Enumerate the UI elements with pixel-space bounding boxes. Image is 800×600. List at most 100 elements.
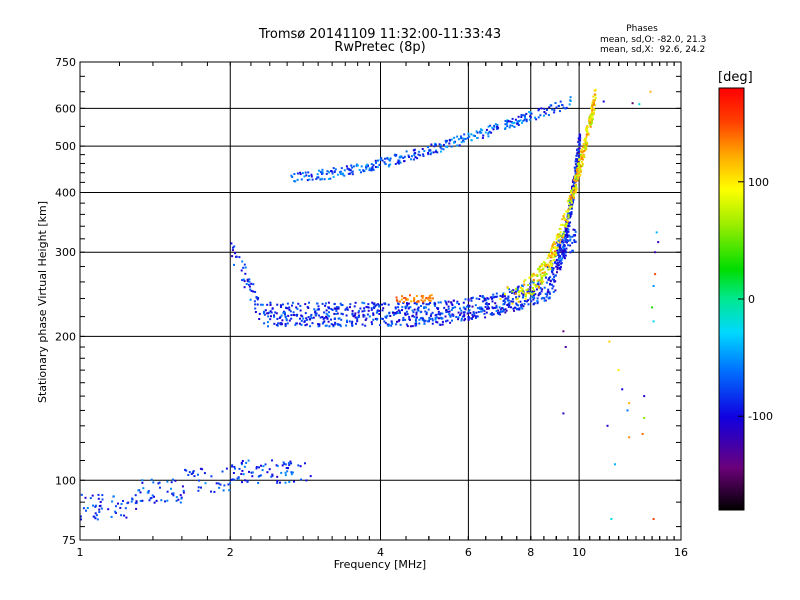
data-point xyxy=(92,515,95,518)
data-point xyxy=(491,297,493,300)
data-point xyxy=(593,89,596,92)
chart-subtitle: RwPretec (8p) xyxy=(334,40,426,55)
data-point xyxy=(429,294,431,297)
data-point xyxy=(529,297,532,300)
data-point xyxy=(529,115,532,118)
data-point xyxy=(397,306,400,309)
data-point xyxy=(578,158,581,161)
data-point xyxy=(493,126,496,129)
data-point xyxy=(559,231,562,234)
data-point xyxy=(311,322,314,325)
data-point xyxy=(378,313,381,315)
data-point xyxy=(522,291,525,294)
data-point xyxy=(233,466,236,468)
data-point xyxy=(258,475,261,477)
data-point xyxy=(248,285,251,288)
data-point xyxy=(393,153,396,156)
data-point xyxy=(409,294,411,297)
data-point xyxy=(448,310,451,313)
x-tick-label: 16 xyxy=(674,546,688,559)
data-point xyxy=(256,303,259,306)
data-point xyxy=(569,221,572,224)
data-point xyxy=(463,307,466,310)
data-point xyxy=(362,170,365,173)
data-point xyxy=(532,294,535,297)
data-point xyxy=(261,303,264,306)
data-point xyxy=(331,309,334,311)
data-point xyxy=(474,316,477,319)
data-point xyxy=(365,305,368,308)
data-point xyxy=(300,323,303,326)
data-point xyxy=(448,314,451,317)
data-point xyxy=(410,155,413,158)
data-point xyxy=(473,312,476,315)
data-point xyxy=(98,508,101,511)
data-point xyxy=(237,476,240,479)
data-point xyxy=(515,296,518,299)
data-point xyxy=(304,312,307,315)
data-point xyxy=(398,300,401,303)
data-point xyxy=(286,470,289,473)
data-point xyxy=(638,103,641,106)
data-point xyxy=(610,518,613,520)
data-point xyxy=(339,323,342,326)
data-point xyxy=(349,169,352,172)
data-point xyxy=(453,136,456,139)
data-point xyxy=(502,292,505,295)
data-point xyxy=(333,302,336,305)
data-point xyxy=(448,142,451,145)
data-point xyxy=(251,475,254,478)
data-point xyxy=(269,318,272,321)
data-point xyxy=(249,298,252,301)
data-point xyxy=(415,317,418,320)
data-point xyxy=(515,303,518,306)
data-point xyxy=(280,471,283,474)
data-point xyxy=(402,302,405,304)
data-point xyxy=(512,300,515,303)
data-point xyxy=(574,175,577,178)
data-point xyxy=(283,462,286,465)
data-point xyxy=(390,321,393,324)
data-point xyxy=(293,480,295,483)
data-point xyxy=(517,291,520,293)
data-point xyxy=(337,307,340,310)
data-point xyxy=(564,254,567,257)
data-point xyxy=(355,322,357,325)
data-point xyxy=(441,317,444,320)
data-point xyxy=(123,514,126,517)
data-point xyxy=(561,218,564,221)
data-point xyxy=(395,311,398,314)
data-point xyxy=(569,251,572,254)
data-point xyxy=(552,285,555,288)
data-point xyxy=(521,121,524,124)
data-point xyxy=(337,306,340,309)
data-point xyxy=(561,253,564,256)
data-point xyxy=(228,489,231,492)
data-point xyxy=(310,313,313,316)
data-point xyxy=(591,104,594,107)
data-point xyxy=(585,146,588,149)
data-point xyxy=(525,118,528,121)
data-point xyxy=(572,187,575,190)
data-point xyxy=(317,323,320,326)
data-point xyxy=(241,469,244,472)
data-point xyxy=(412,300,415,303)
data-point xyxy=(284,481,287,484)
data-point xyxy=(493,124,496,127)
data-point xyxy=(437,317,440,320)
data-point xyxy=(579,170,582,173)
data-point xyxy=(320,177,323,180)
data-point xyxy=(537,294,540,297)
data-point xyxy=(197,473,199,476)
data-point xyxy=(264,463,267,466)
data-point xyxy=(536,297,539,300)
data-point xyxy=(553,253,555,255)
data-point xyxy=(246,280,249,283)
data-point xyxy=(410,158,412,161)
data-point xyxy=(505,309,508,312)
data-point xyxy=(372,164,375,167)
data-point xyxy=(358,314,360,317)
data-point xyxy=(479,307,481,310)
data-point xyxy=(583,139,586,142)
data-point xyxy=(354,301,357,304)
